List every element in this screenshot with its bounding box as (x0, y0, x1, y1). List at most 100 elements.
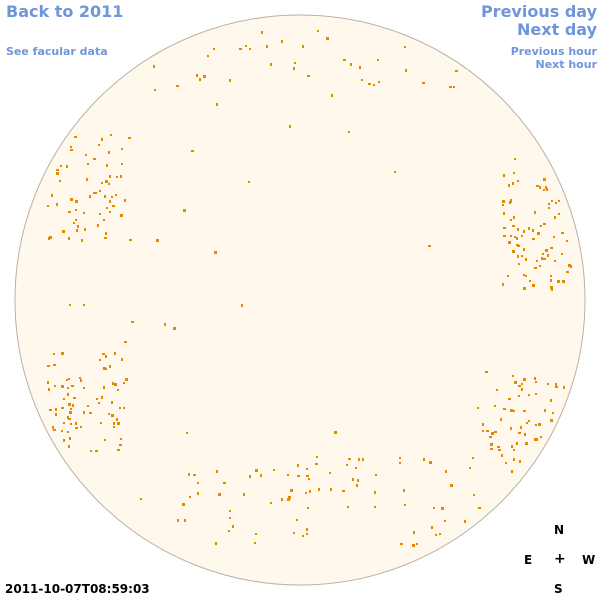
plage-mark (229, 510, 231, 512)
plage-mark (302, 45, 304, 48)
back-to-year-link[interactable]: Back to 2011 (6, 2, 124, 21)
plage-mark (516, 244, 519, 246)
plage-mark (53, 429, 56, 431)
plage-mark (73, 397, 76, 399)
plage-mark (520, 426, 522, 429)
plage-mark (281, 498, 283, 501)
plage-mark (270, 63, 272, 66)
plage-mark (472, 457, 474, 459)
plage-mark (70, 198, 73, 201)
plage-mark (362, 458, 364, 461)
plage-mark (490, 448, 493, 450)
plage-mark (47, 205, 49, 207)
plage-mark (69, 437, 71, 440)
plage-mark (536, 185, 539, 187)
plage-mark (342, 490, 345, 492)
plage-mark (535, 381, 537, 383)
plage-mark (400, 543, 403, 545)
plage-mark (106, 164, 108, 167)
plage-mark (104, 439, 106, 441)
plage-mark (55, 413, 57, 416)
plage-mark (500, 418, 502, 421)
plage-mark (550, 286, 553, 289)
previous-day-link[interactable]: Previous day (480, 2, 597, 21)
plage-mark (519, 460, 521, 463)
plage-mark (84, 228, 86, 231)
plage-mark (423, 458, 425, 461)
plage-mark (529, 280, 531, 282)
plage-mark (186, 432, 188, 434)
plage-mark (306, 533, 308, 535)
plage-mark (59, 180, 61, 182)
plage-mark (80, 426, 82, 428)
plage-mark (513, 458, 515, 461)
plage-mark (77, 225, 79, 228)
compass-east-label: E (524, 553, 533, 567)
plage-mark (306, 468, 308, 470)
plage-mark (293, 67, 295, 70)
plage-mark (75, 200, 78, 203)
plage-mark (189, 496, 191, 498)
plage-mark (67, 431, 69, 433)
plage-mark (450, 484, 453, 487)
solar-disk (14, 14, 586, 586)
plage-mark (545, 249, 548, 252)
plage-mark (111, 196, 113, 198)
plage-mark (518, 432, 521, 434)
plage-mark (532, 229, 534, 232)
plage-mark (75, 427, 78, 429)
plage-mark (403, 489, 405, 492)
plage-mark (154, 89, 156, 91)
plage-mark (86, 178, 88, 181)
plage-mark (352, 478, 354, 481)
previous-hour-link[interactable]: Previous hour (510, 45, 597, 58)
plage-mark (503, 408, 506, 410)
plage-mark (70, 146, 72, 148)
plage-mark (68, 211, 71, 213)
plage-mark (540, 225, 542, 227)
plage-mark (53, 364, 56, 366)
plage-mark (47, 381, 49, 384)
plage-mark (293, 532, 295, 534)
plage-mark (61, 352, 64, 354)
plage-mark (90, 450, 92, 452)
plage-mark (49, 236, 52, 239)
next-hour-link[interactable]: Next hour (535, 58, 598, 71)
plage-mark (405, 69, 407, 72)
plage-mark (93, 158, 96, 160)
plage-mark (63, 422, 65, 424)
see-facular-data-link[interactable]: See facular data (6, 45, 108, 58)
plage-mark (532, 238, 535, 240)
next-day-link[interactable]: Next day (517, 20, 597, 39)
plage-mark (561, 253, 563, 255)
plage-mark (517, 180, 519, 182)
plage-mark (120, 214, 123, 217)
plage-mark (422, 82, 425, 84)
plage-mark (281, 40, 283, 43)
plage-mark (394, 171, 396, 173)
plage-mark (521, 255, 523, 257)
plage-mark (348, 458, 351, 460)
plage-mark (47, 365, 50, 367)
plage-mark (164, 323, 166, 326)
plage-mark (464, 520, 466, 523)
plage-mark (562, 280, 564, 283)
plage-mark (99, 213, 101, 215)
plage-mark (99, 359, 101, 361)
plage-mark (120, 438, 122, 440)
plage-mark (83, 411, 85, 414)
plage-mark (518, 263, 520, 265)
plage-mark (547, 254, 549, 257)
plage-mark (528, 420, 530, 422)
plage-mark (116, 176, 118, 178)
plage-mark (93, 192, 95, 194)
plage-mark (523, 287, 526, 290)
plage-mark (439, 533, 441, 535)
plage-mark (66, 165, 68, 168)
plage-mark (83, 387, 85, 389)
plage-mark (513, 410, 515, 412)
plage-mark (496, 389, 498, 391)
plage-mark (104, 195, 106, 198)
plage-mark (523, 248, 525, 251)
plage-mark (60, 165, 62, 167)
